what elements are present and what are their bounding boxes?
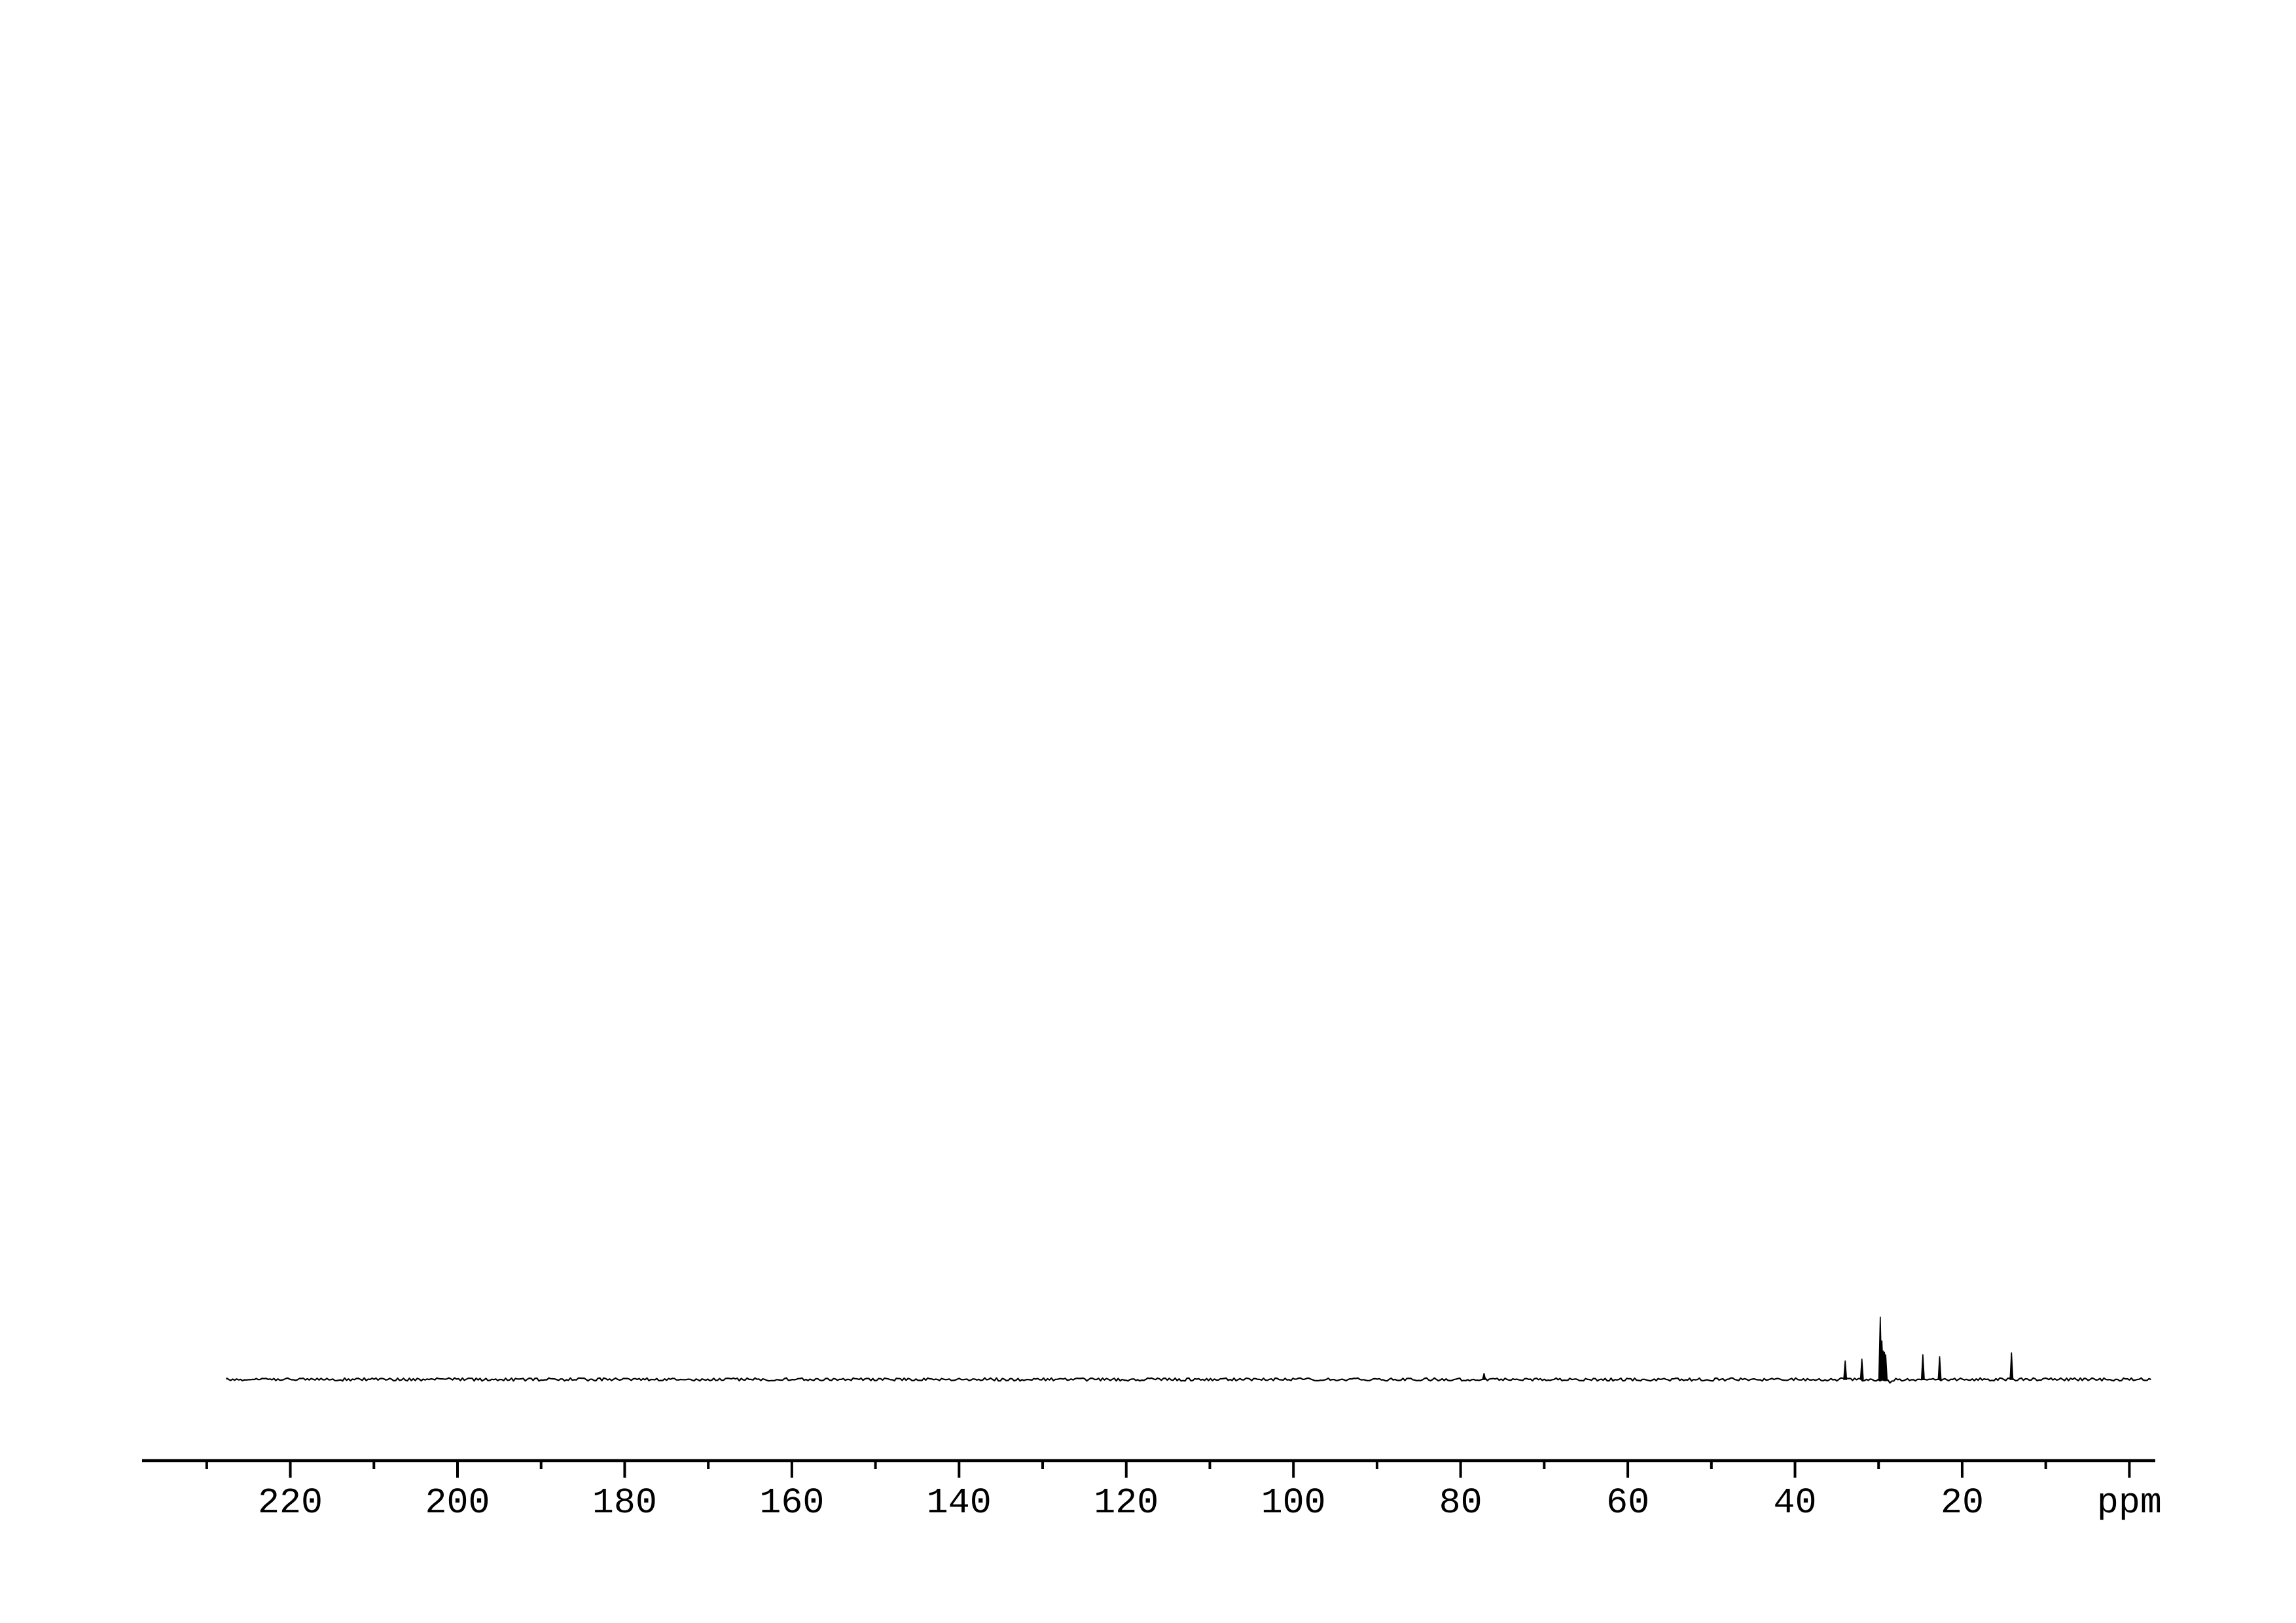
axis-tick-label: 100 — [1261, 1482, 1326, 1523]
nmr-peak — [2009, 1352, 2014, 1380]
nmr-peak — [1937, 1356, 1942, 1380]
axis-tick-label: 180 — [592, 1482, 657, 1523]
nmr-peak — [1859, 1359, 1864, 1380]
nmr-peak — [1884, 1354, 1888, 1380]
spectrum-trace — [226, 1377, 2151, 1384]
nmr-peak — [1482, 1373, 1486, 1380]
axis-tick-label: 160 — [759, 1482, 824, 1523]
axis-tick-label: 20 — [1941, 1482, 1984, 1523]
axis-tick-label: 220 — [258, 1482, 323, 1523]
axis-tick-label: 120 — [1094, 1482, 1158, 1523]
axis-tick-label: 140 — [927, 1482, 992, 1523]
axis-tick-label: 60 — [1606, 1482, 1649, 1523]
nmr-peak — [1920, 1354, 1925, 1380]
axis-tick-label: 40 — [1774, 1482, 1817, 1523]
axis-tick-label: 80 — [1439, 1482, 1482, 1523]
ppm-unit-label: ppm — [2097, 1482, 2162, 1523]
axis-tick-label: 200 — [425, 1482, 490, 1523]
nmr-peak — [1843, 1360, 1848, 1380]
